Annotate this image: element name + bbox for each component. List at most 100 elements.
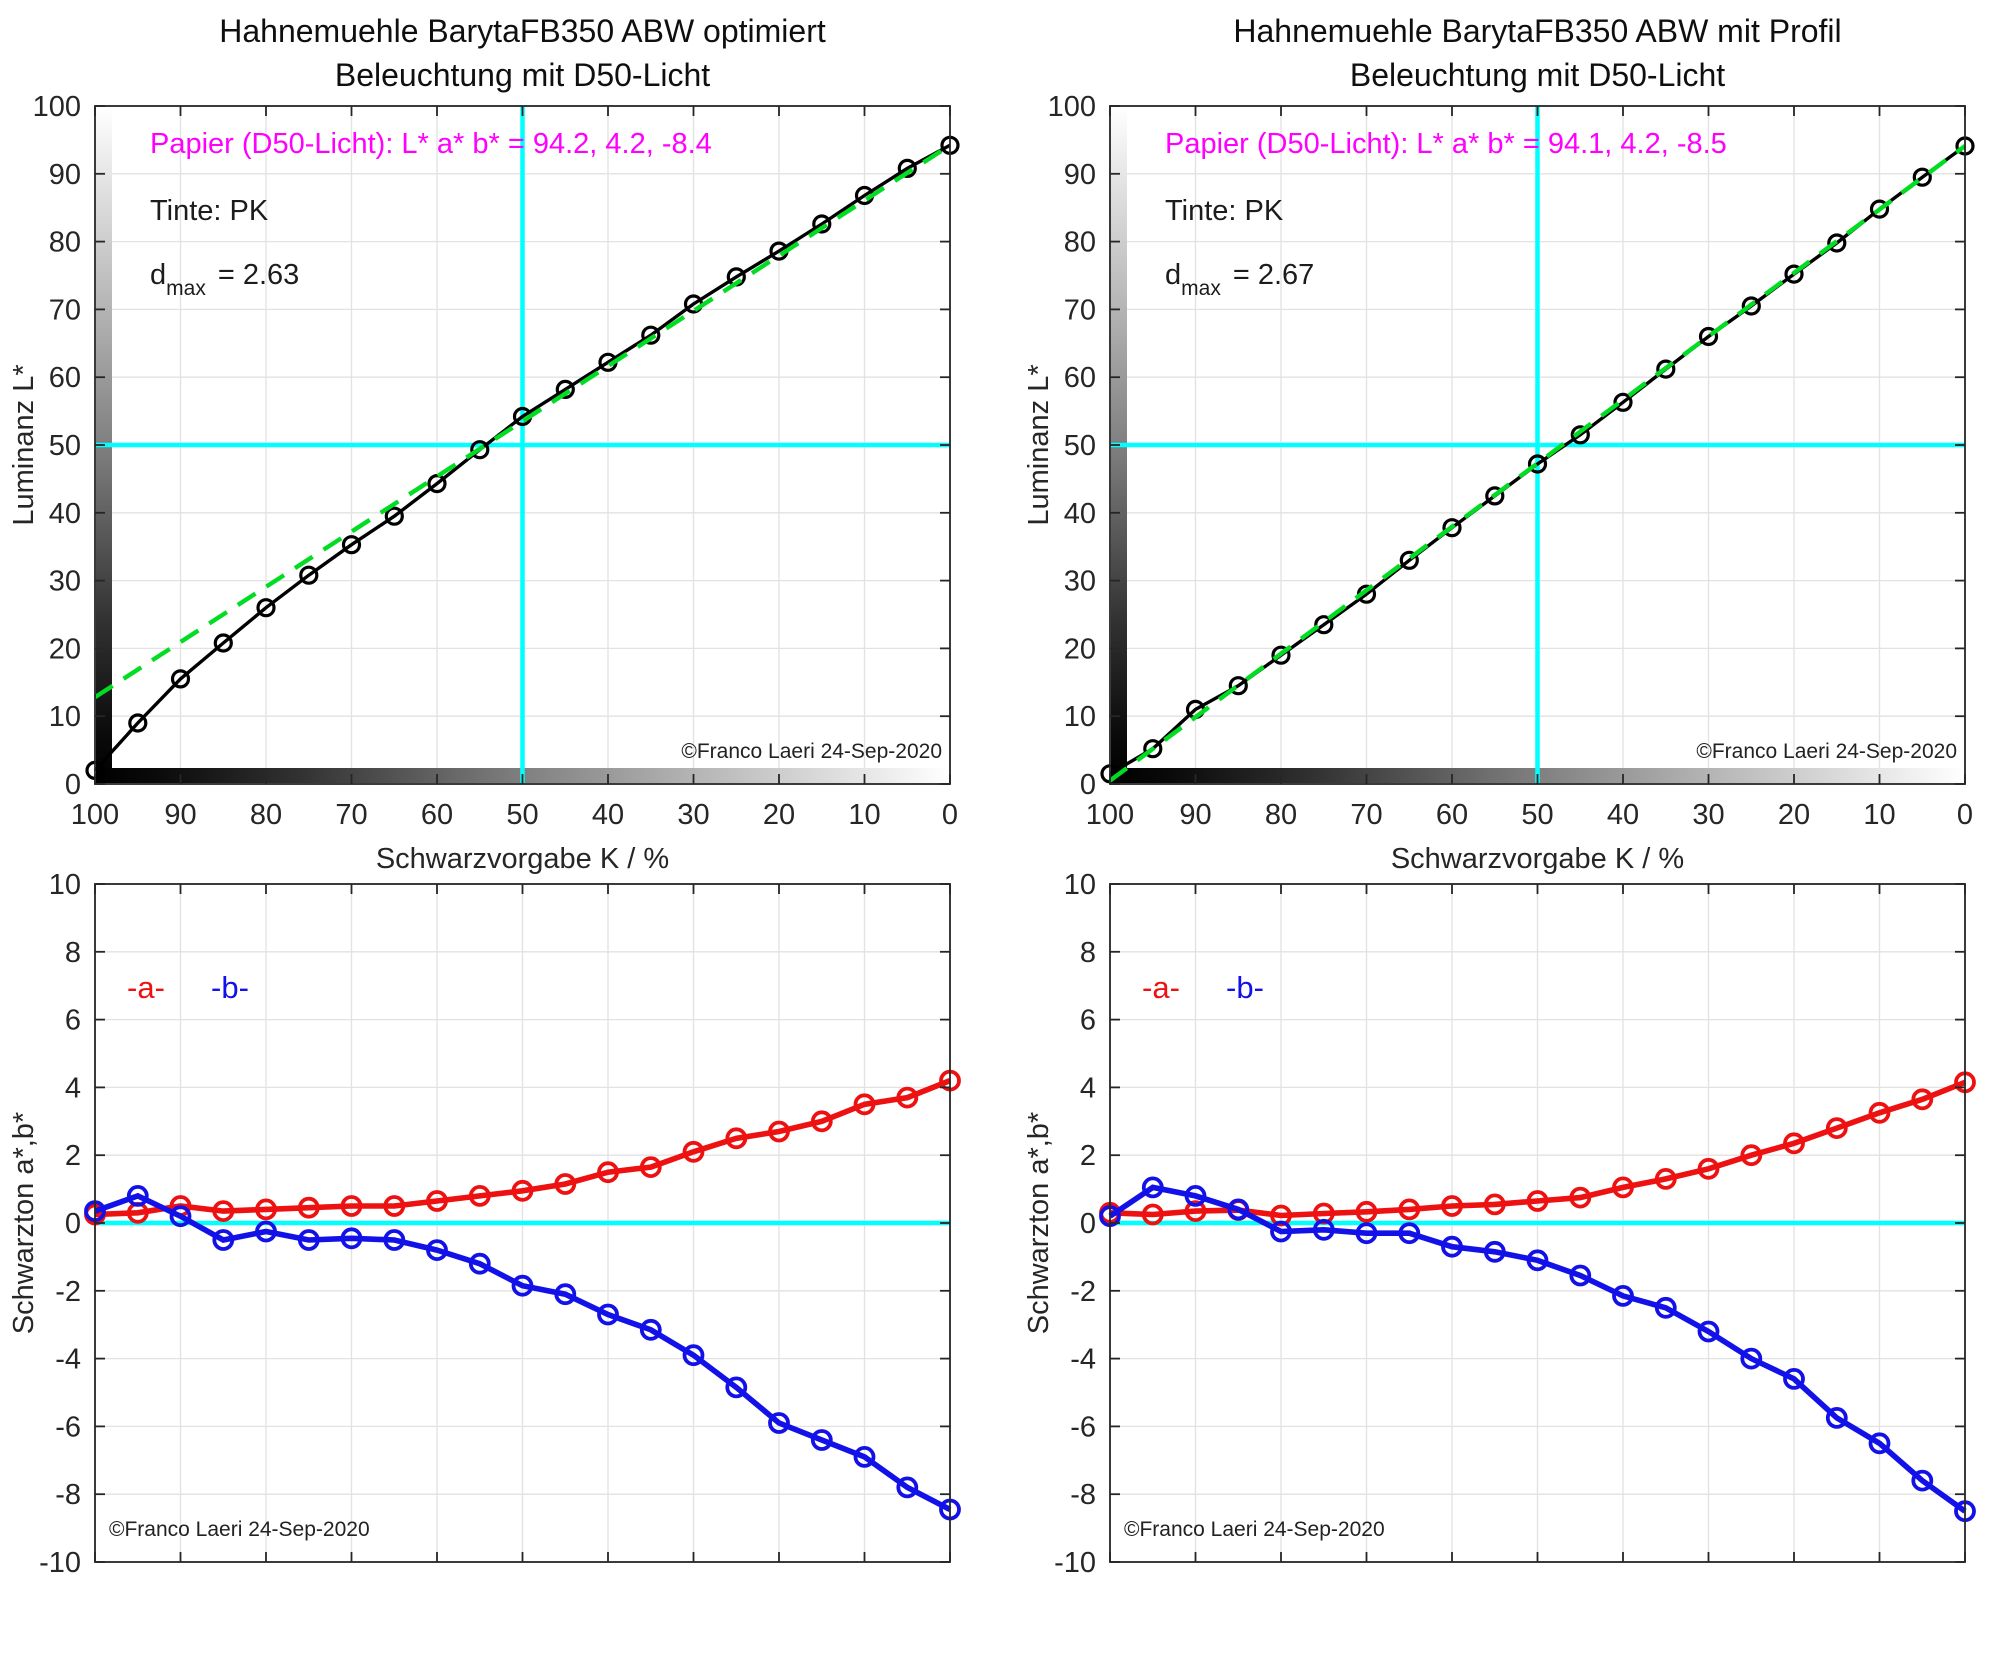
dmax-value: = 2.63 bbox=[218, 259, 299, 291]
data-point-marker bbox=[1141, 1203, 1164, 1226]
data-point-marker bbox=[1441, 1195, 1463, 1217]
data-point-marker bbox=[468, 1252, 491, 1275]
series-line bbox=[1108, 144, 1967, 783]
data-point-marker bbox=[1911, 1469, 1934, 1492]
copyright-note: ©Franco Laeri 24-Sep-2020 bbox=[681, 740, 942, 763]
axis-ticks bbox=[94, 883, 951, 1563]
data-point-marker bbox=[1271, 645, 1291, 665]
data-point-marker bbox=[682, 1140, 705, 1163]
x-axis-label: Schwarzvorgabe K / % bbox=[1391, 843, 1684, 875]
data-point-marker bbox=[853, 1093, 876, 1116]
y-tick-label: 10 bbox=[49, 869, 81, 901]
ink-annotation: Tinte: PK bbox=[1165, 195, 1284, 227]
x-tick-label: 70 bbox=[1350, 799, 1382, 831]
y-tick-label: -2 bbox=[55, 1276, 81, 1308]
x-tick-label: 50 bbox=[1521, 799, 1553, 831]
x-tick-label: 20 bbox=[763, 799, 795, 831]
data-point-marker bbox=[1270, 1220, 1292, 1243]
data-point-marker bbox=[1314, 615, 1334, 635]
legend-label-a: -a- bbox=[127, 970, 165, 1005]
y-tick-label: 4 bbox=[65, 1072, 81, 1104]
data-point-marker bbox=[340, 1227, 363, 1250]
series-b-star bbox=[1099, 1176, 1976, 1523]
data-point-marker bbox=[812, 214, 832, 234]
y-tick-label: 2 bbox=[1080, 1140, 1096, 1172]
x-tick-label: 80 bbox=[250, 799, 282, 831]
y-tick-label: 0 bbox=[65, 1208, 81, 1240]
data-point-marker bbox=[1784, 264, 1804, 284]
series-a-star bbox=[1099, 1071, 1976, 1227]
y-axis-label: Schwarzton a*,b* bbox=[1023, 1112, 1055, 1334]
data-point-marker bbox=[213, 633, 233, 653]
data-point-marker bbox=[1741, 296, 1761, 316]
y-tick-label: -6 bbox=[1070, 1411, 1096, 1443]
y-tick-label: 100 bbox=[1048, 91, 1096, 123]
data-point-marker bbox=[255, 1220, 277, 1243]
series-line bbox=[1108, 1184, 1967, 1514]
data-point-marker bbox=[896, 1476, 919, 1499]
y-axis-label: Schwarzton a*,b* bbox=[8, 1112, 40, 1334]
x-tick-label: 40 bbox=[592, 799, 624, 831]
data-point-marker bbox=[1485, 486, 1505, 506]
series-a-star bbox=[84, 1069, 961, 1226]
data-point-marker bbox=[1442, 518, 1462, 538]
y-tick-label: 8 bbox=[65, 937, 81, 969]
y-tick-label: -4 bbox=[1070, 1344, 1096, 1376]
y-tick-label: 10 bbox=[49, 701, 81, 733]
y-axis-label: Luminanz L* bbox=[8, 364, 40, 525]
series-line bbox=[93, 143, 951, 772]
data-point-marker bbox=[1654, 1296, 1677, 1319]
data-point-marker bbox=[128, 713, 148, 733]
data-point-marker bbox=[1184, 1200, 1207, 1222]
data-point-marker bbox=[641, 325, 661, 345]
data-point-marker bbox=[1868, 1101, 1891, 1124]
data-point-marker bbox=[597, 1161, 619, 1184]
x-tick-label: 0 bbox=[1957, 799, 1973, 831]
dmax-symbol: d bbox=[1165, 259, 1181, 291]
data-point-marker bbox=[1783, 1368, 1805, 1390]
y-tick-label: -4 bbox=[55, 1344, 81, 1376]
x-tick-label: 60 bbox=[1436, 799, 1468, 831]
data-point-marker bbox=[1697, 1320, 1720, 1343]
x-tick-label: 10 bbox=[1863, 799, 1895, 831]
data-point-marker bbox=[1569, 1186, 1592, 1209]
data-point-marker bbox=[897, 158, 917, 178]
data-point-marker bbox=[1612, 1176, 1634, 1199]
data-point-marker bbox=[1613, 392, 1633, 412]
data-point-marker bbox=[1270, 1204, 1292, 1227]
y-tick-label: 40 bbox=[1064, 498, 1096, 530]
series-markers bbox=[1099, 1071, 1976, 1227]
data-point-marker bbox=[1483, 1193, 1506, 1216]
dmax-subscript: max bbox=[1181, 277, 1221, 300]
y-tick-label: -8 bbox=[1070, 1479, 1096, 1511]
dmax-value: = 2.67 bbox=[1233, 259, 1314, 291]
data-point-marker bbox=[1355, 1200, 1378, 1223]
data-point-marker bbox=[384, 506, 404, 526]
y-tick-label: 80 bbox=[49, 227, 81, 259]
data-point-marker bbox=[1612, 1285, 1634, 1307]
y-tick-label: 10 bbox=[1064, 869, 1096, 901]
data-point-marker bbox=[383, 1229, 406, 1251]
y-tick-label: 90 bbox=[1064, 159, 1096, 191]
data-point-marker bbox=[169, 1205, 192, 1228]
y-tick-label: -10 bbox=[1054, 1547, 1096, 1579]
y-tick-label: 10 bbox=[1064, 701, 1096, 733]
dmax-annotation: dmax = 2.67 bbox=[1165, 259, 1314, 300]
data-point-marker bbox=[340, 1195, 363, 1217]
y-tick-label: 100 bbox=[33, 91, 81, 123]
data-point-marker bbox=[725, 1127, 748, 1150]
data-point-marker bbox=[1483, 1240, 1506, 1263]
copyright-note: ©Franco Laeri 24-Sep-2020 bbox=[1124, 1518, 1385, 1541]
series-linear-target bbox=[1108, 144, 1967, 783]
data-point-marker bbox=[1227, 1198, 1250, 1221]
data-point-marker bbox=[639, 1156, 662, 1178]
data-point-marker bbox=[725, 1376, 748, 1399]
data-point-marker bbox=[1143, 739, 1163, 759]
x-tick-label: 50 bbox=[506, 799, 538, 831]
chart-subtitle: Beleuchtung mit D50-Licht bbox=[335, 57, 710, 93]
x-tick-label: 90 bbox=[164, 799, 196, 831]
x-tick-label: 40 bbox=[1607, 799, 1639, 831]
